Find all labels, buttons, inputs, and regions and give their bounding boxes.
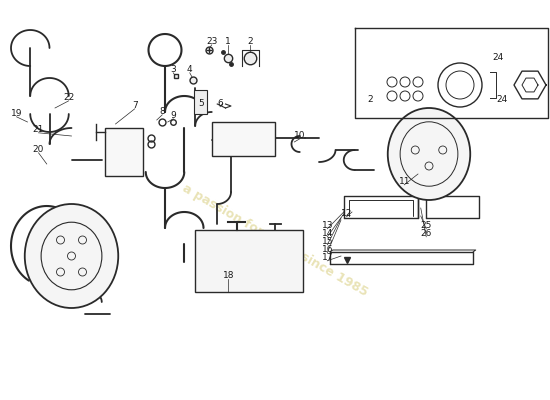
Text: 21: 21 — [33, 126, 44, 134]
Text: 26: 26 — [421, 230, 432, 238]
Text: 9: 9 — [170, 112, 176, 120]
Text: 3: 3 — [170, 66, 176, 74]
Text: 2: 2 — [367, 96, 373, 104]
Text: 4: 4 — [187, 66, 192, 74]
Text: 11: 11 — [399, 178, 410, 186]
Bar — [195, 230, 302, 292]
Text: 14: 14 — [322, 230, 333, 238]
Text: 8: 8 — [160, 108, 165, 116]
Text: 6: 6 — [217, 100, 223, 108]
Text: 24: 24 — [496, 96, 508, 104]
Text: 24: 24 — [492, 54, 503, 62]
Bar — [212, 122, 275, 156]
Text: 7: 7 — [132, 102, 138, 110]
Text: 13: 13 — [322, 222, 333, 230]
Text: 1: 1 — [226, 38, 231, 46]
Text: 12: 12 — [341, 210, 352, 218]
Text: 16: 16 — [322, 246, 333, 254]
Ellipse shape — [388, 108, 470, 200]
Text: 2: 2 — [248, 38, 253, 46]
Text: 17: 17 — [322, 254, 333, 262]
Text: 5: 5 — [198, 100, 204, 108]
Text: 15: 15 — [322, 238, 333, 246]
Text: 10: 10 — [294, 132, 305, 140]
Text: 20: 20 — [33, 146, 44, 154]
Text: 18: 18 — [223, 272, 234, 280]
Text: 23: 23 — [206, 38, 217, 46]
Ellipse shape — [25, 204, 118, 308]
Bar — [194, 90, 207, 114]
Text: 19: 19 — [11, 110, 22, 118]
Bar — [104, 128, 143, 176]
Text: 25: 25 — [421, 222, 432, 230]
Text: 22: 22 — [63, 94, 74, 102]
Text: a passion for parts since 1985: a passion for parts since 1985 — [180, 182, 370, 298]
